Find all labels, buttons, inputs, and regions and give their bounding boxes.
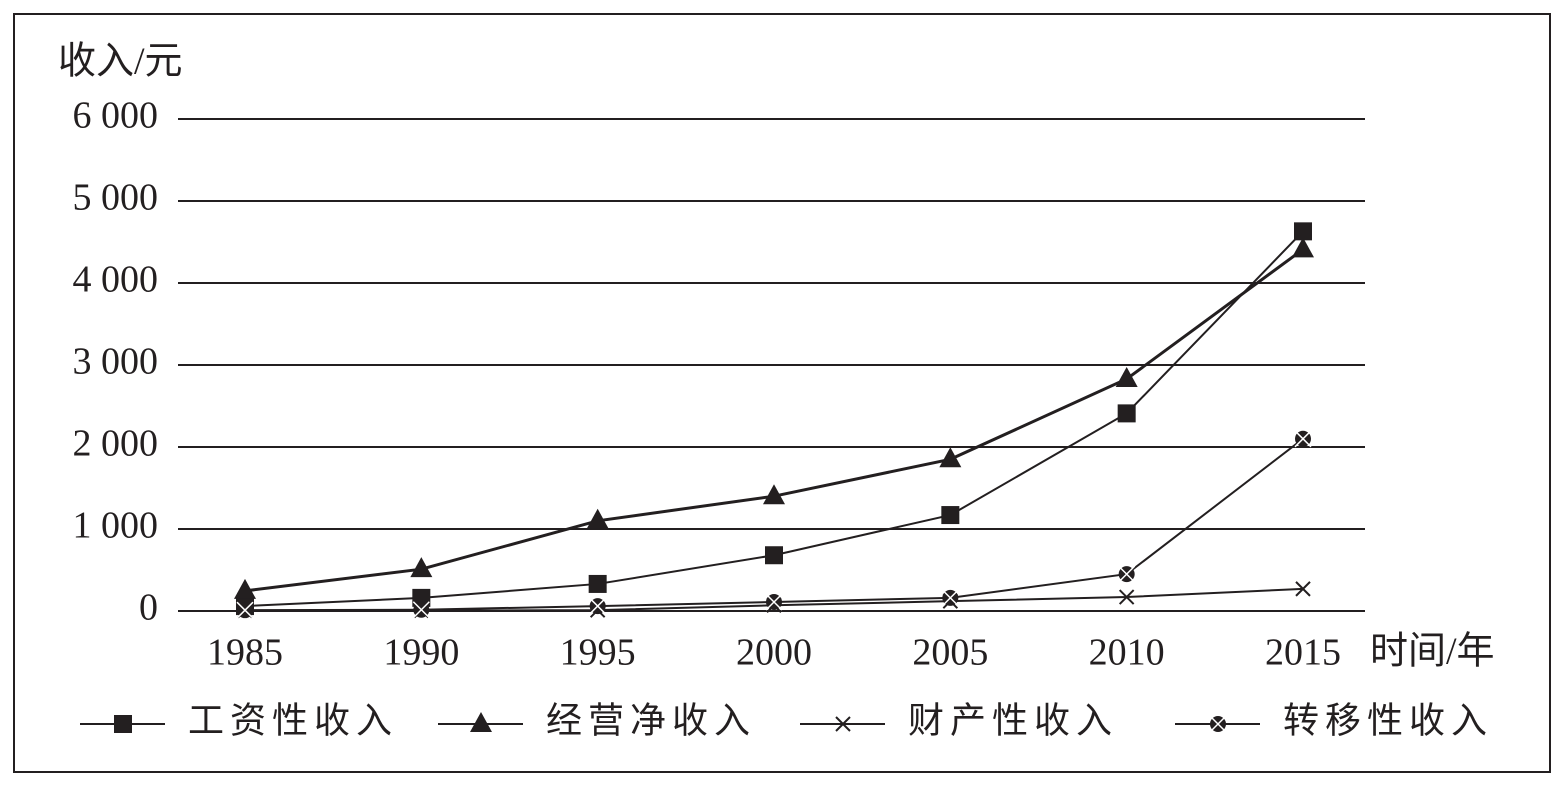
x-tick-label: 1990 [383,632,459,674]
marker [763,484,785,505]
marker [1294,430,1312,448]
y-tick-label: 4 000 [73,259,159,301]
marker [114,715,132,733]
legend-label: 转移性收入 [1283,700,1493,740]
marker [236,601,254,619]
series-line [244,438,1304,612]
marker [1117,404,1136,423]
marker [765,593,783,611]
marker [412,601,430,619]
y-axis-label: 收入/元 [58,41,183,83]
legend-label: 财产性收入 [908,700,1118,740]
x-tick-label: 2010 [1089,632,1165,674]
y-tick-label: 3 000 [73,341,159,383]
marker [412,588,431,607]
series-line [244,248,1304,593]
legend-label: 工资性收入 [188,700,398,740]
marker-cross [589,597,607,615]
x-tick-label: 2015 [1265,632,1341,674]
y-tick-label: 2 000 [73,423,159,465]
marker-cross [765,593,783,611]
marker [470,712,492,732]
marker [941,589,959,607]
marker [1294,222,1312,241]
legend-label: 经营净收入 [546,700,756,740]
marker [234,578,256,599]
marker [941,506,960,525]
marker [589,597,607,615]
marker [586,508,609,529]
y-tick-label: 0 [139,587,158,629]
marker [939,447,962,468]
marker [1118,589,1135,605]
y-tick-label: 1 000 [73,505,159,547]
x-axis-label: 时间/年 [1370,631,1495,673]
y-tick-label: 6 000 [73,95,159,137]
marker [835,716,851,732]
marker [588,574,607,593]
marker [1209,715,1227,733]
y-tick-label: 5 000 [73,177,159,219]
marker [1118,565,1136,583]
marker-cross [1118,565,1136,583]
marker [1115,366,1138,387]
marker-cross [1209,715,1227,733]
marker-cross [412,601,430,619]
marker-cross [236,601,254,619]
marker [1295,581,1311,597]
x-tick-label: 1995 [560,632,636,674]
x-tick-label: 2005 [912,632,988,674]
marker-cross [1294,430,1312,448]
x-tick-label: 2000 [736,632,812,674]
frame [13,13,1551,773]
marker-cross [941,589,959,607]
x-tick-label: 1985 [207,632,283,674]
marker [1292,237,1314,258]
marker [410,557,433,578]
marker [765,546,783,565]
